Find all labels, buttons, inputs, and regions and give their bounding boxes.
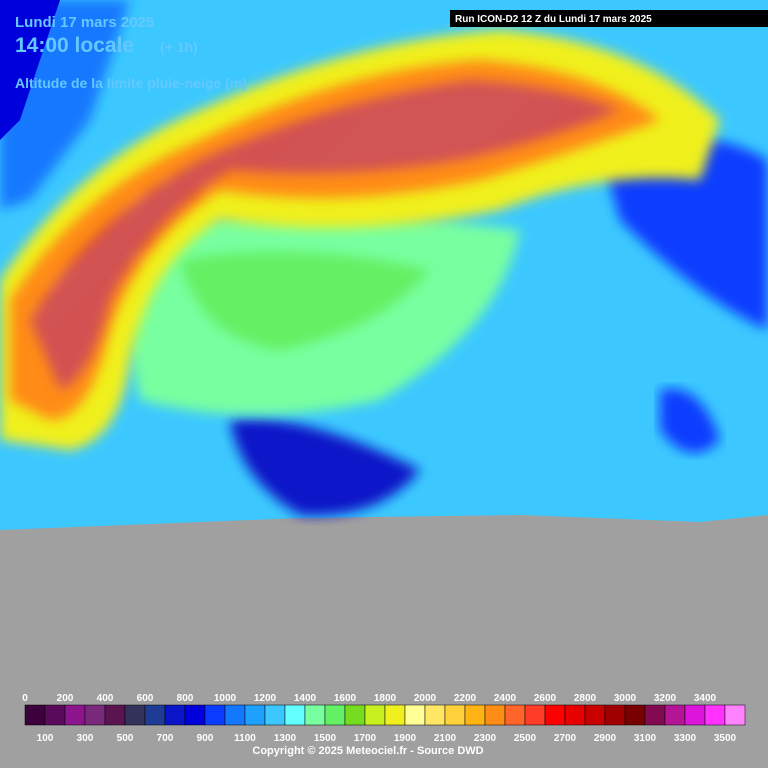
legend-label: 1000 — [214, 693, 237, 704]
legend-swatch — [304, 704, 326, 726]
legend-label: 3500 — [714, 733, 737, 744]
run: Run ICON-D2 12 Z du Lundi 17 mars 2025 — [455, 14, 652, 25]
legend-swatch — [484, 704, 506, 726]
legend-swatch — [244, 704, 266, 726]
legend-label: 500 — [117, 733, 134, 744]
legend-swatch — [544, 704, 566, 726]
legend-label: 0 — [22, 693, 28, 704]
parameter: Altitude de la limite pluie-neige (m) — [15, 75, 247, 91]
legend-label: 2800 — [574, 693, 597, 704]
legend-swatch — [424, 704, 446, 726]
legend-swatch — [684, 704, 706, 726]
legend-swatch — [624, 704, 646, 726]
legend-label: 1300 — [274, 733, 297, 744]
legend-label: 1800 — [374, 693, 397, 704]
legend-swatch — [44, 704, 66, 726]
legend-label: 600 — [137, 693, 154, 704]
legend-swatch — [24, 704, 46, 726]
legend-label: 2300 — [474, 733, 497, 744]
legend-swatch — [524, 704, 546, 726]
legend-background — [0, 690, 768, 768]
legend-swatch — [444, 704, 466, 726]
legend-swatch — [224, 704, 246, 726]
legend-label: 2400 — [494, 693, 517, 704]
legend-swatch — [664, 704, 686, 726]
legend-label: 2500 — [514, 733, 537, 744]
copyright: Copyright © 2025 Meteociel.fr - Source D… — [252, 745, 483, 757]
legend-swatch — [84, 704, 106, 726]
legend: 0 100 200 300 400 500 600 700 800 900 1000 1100 1200… — [22, 693, 746, 744]
legend-label: 1100 — [234, 733, 256, 744]
legend-swatch — [364, 704, 386, 726]
legend-label: 1200 — [254, 693, 277, 704]
legend-swatch — [464, 704, 486, 726]
legend-label: 3100 — [634, 733, 657, 744]
legend-swatch — [564, 704, 586, 726]
legend-label: 100 — [37, 733, 54, 744]
legend-swatch — [584, 704, 606, 726]
legend-swatch — [724, 704, 746, 726]
legend-label: 1500 — [314, 733, 337, 744]
legend-swatch — [144, 704, 166, 726]
legend-label: 2700 — [554, 733, 577, 744]
legend-label: 1900 — [394, 733, 417, 744]
legend-swatch — [644, 704, 666, 726]
legend-label: 3000 — [614, 693, 637, 704]
offset: (+ 1h) — [160, 39, 198, 55]
legend-swatch — [344, 704, 366, 726]
legend-label: 2200 — [454, 693, 477, 704]
legend-label: 1600 — [334, 693, 357, 704]
legend-swatch — [164, 704, 186, 726]
date: Lundi 17 mars 2025 — [15, 14, 154, 31]
legend-swatch — [704, 704, 726, 726]
legend-label: 2100 — [434, 733, 457, 744]
legend-swatch — [384, 704, 406, 726]
legend-label: 700 — [157, 733, 174, 744]
legend-label: 1400 — [294, 693, 317, 704]
legend-label: 400 — [97, 693, 114, 704]
legend-label: 2900 — [594, 733, 617, 744]
legend-label: 3300 — [674, 733, 697, 744]
legend-label: 2000 — [414, 693, 437, 704]
run-box — [450, 10, 768, 27]
legend-swatch — [324, 704, 346, 726]
legend-label: 800 — [177, 693, 194, 704]
legend-swatch — [104, 704, 126, 726]
legend-swatch — [504, 704, 526, 726]
legend-swatch — [64, 704, 86, 726]
legend-swatch — [284, 704, 306, 726]
legend-swatch — [124, 704, 146, 726]
legend-swatch — [184, 704, 206, 726]
legend-label: 900 — [197, 733, 214, 744]
legend-label: 200 — [57, 693, 74, 704]
legend-swatch — [604, 704, 626, 726]
legend-label: 2600 — [534, 693, 557, 704]
legend-label: 1700 — [354, 733, 377, 744]
time: 14:00 locale — [15, 34, 134, 57]
legend-swatch — [264, 704, 286, 726]
legend-label: 300 — [77, 733, 94, 744]
legend-label: 3400 — [694, 693, 717, 704]
legend-label: 3200 — [654, 693, 677, 704]
legend-swatch — [204, 704, 226, 726]
legend-swatch — [404, 704, 426, 726]
field — [0, 0, 768, 530]
